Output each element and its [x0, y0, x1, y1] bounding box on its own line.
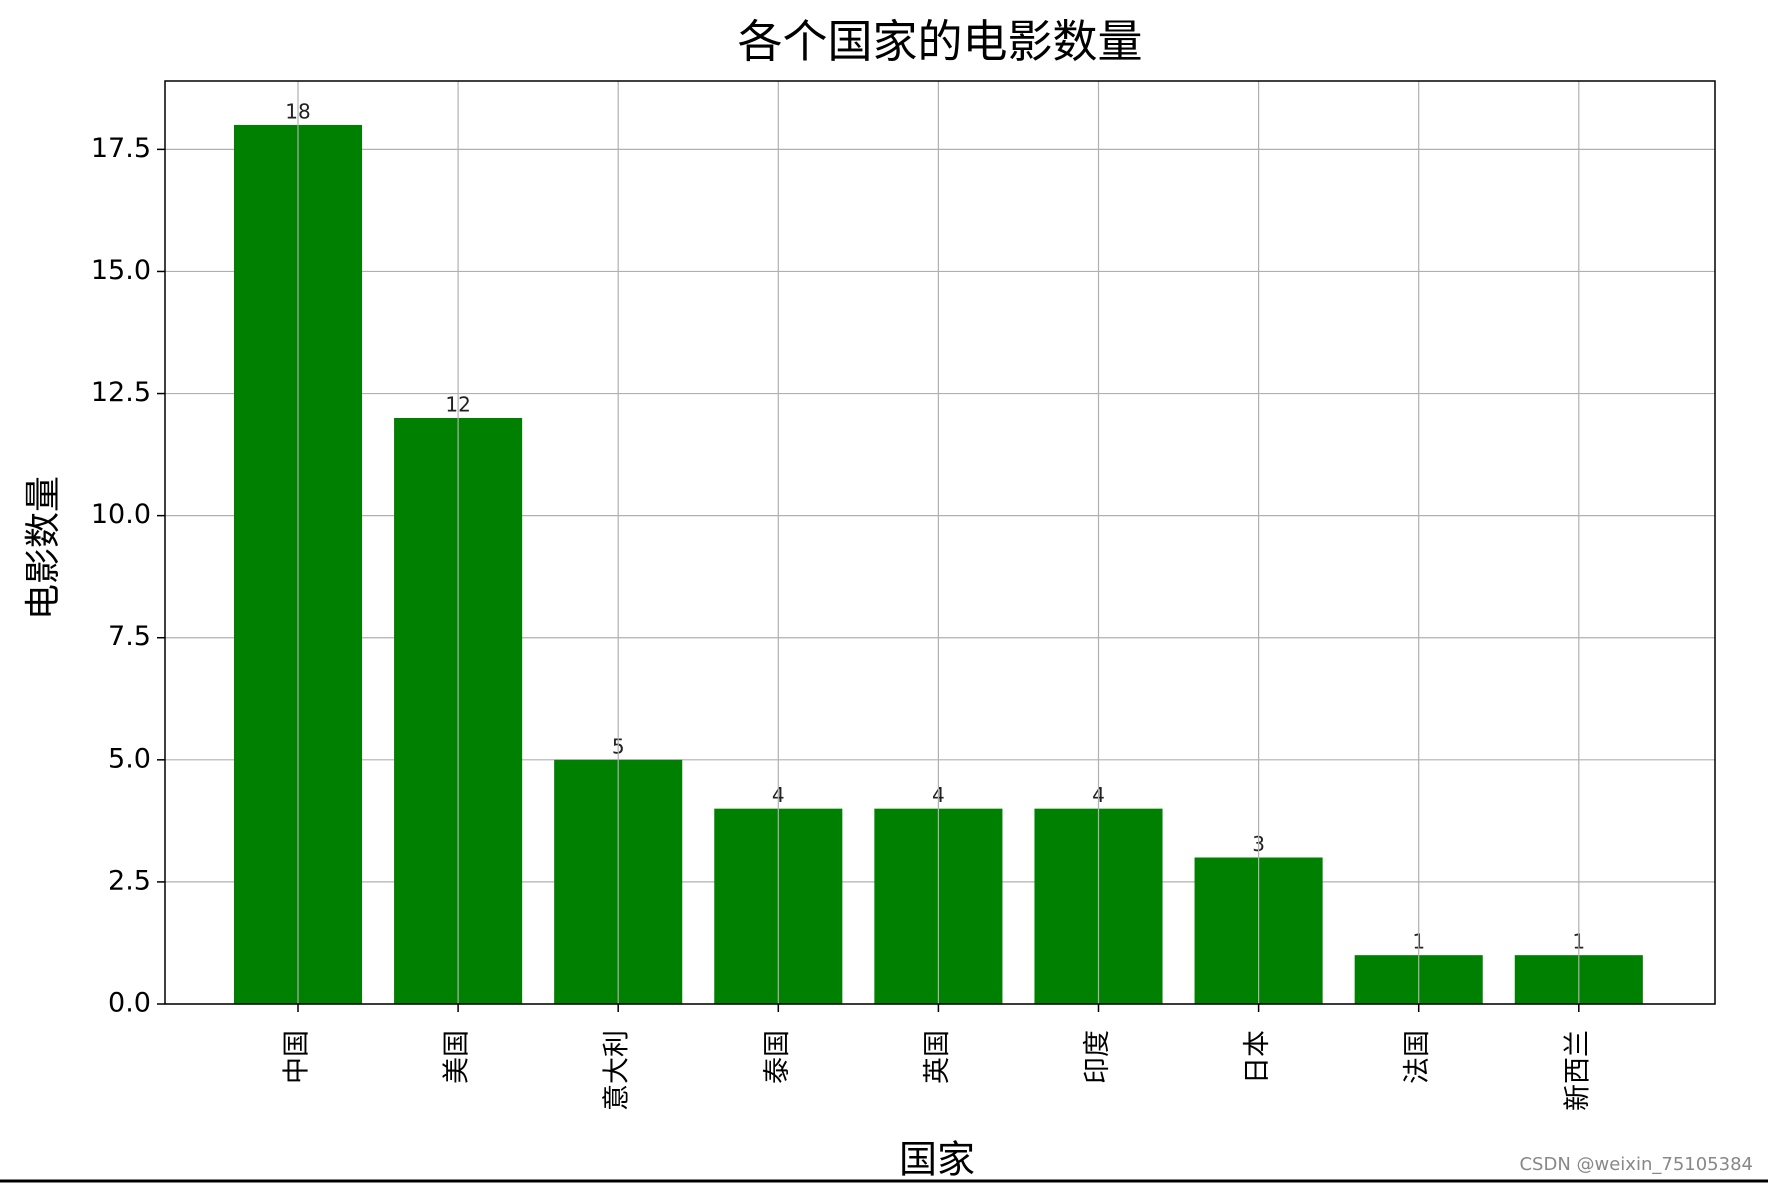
x-tick-label: 新西兰	[1562, 1030, 1593, 1111]
y-tick-label: 15.0	[91, 255, 151, 286]
y-tick-label: 7.5	[108, 621, 151, 652]
plot-frame	[164, 80, 1716, 1005]
watermark: CSDN @weixin_75105384	[1519, 1154, 1753, 1175]
x-tick-label: 意大利	[602, 1030, 633, 1111]
x-tick-label: 泰国	[762, 1030, 793, 1084]
x-tick-label: 美国	[442, 1030, 473, 1084]
x-tick-label: 印度	[1082, 1030, 1113, 1084]
y-tick-label: 2.5	[108, 865, 151, 896]
y-tick-label: 5.0	[108, 743, 151, 774]
y-axis-label: 电影数量	[23, 476, 64, 620]
y-tick-label: 0.0	[108, 988, 151, 1019]
x-tick-label: 日本	[1242, 1030, 1273, 1084]
x-tick-label: 中国	[282, 1030, 313, 1084]
x-tick-label: 法国	[1402, 1030, 1433, 1084]
y-tick-label: 10.0	[91, 499, 151, 530]
y-tick-label: 17.5	[91, 133, 151, 164]
chart-title: 各个国家的电影数量	[737, 15, 1142, 68]
y-tick-label: 12.5	[91, 377, 151, 408]
x-axis-label: 国家	[899, 1138, 975, 1182]
x-tick-label: 英国	[922, 1030, 953, 1084]
